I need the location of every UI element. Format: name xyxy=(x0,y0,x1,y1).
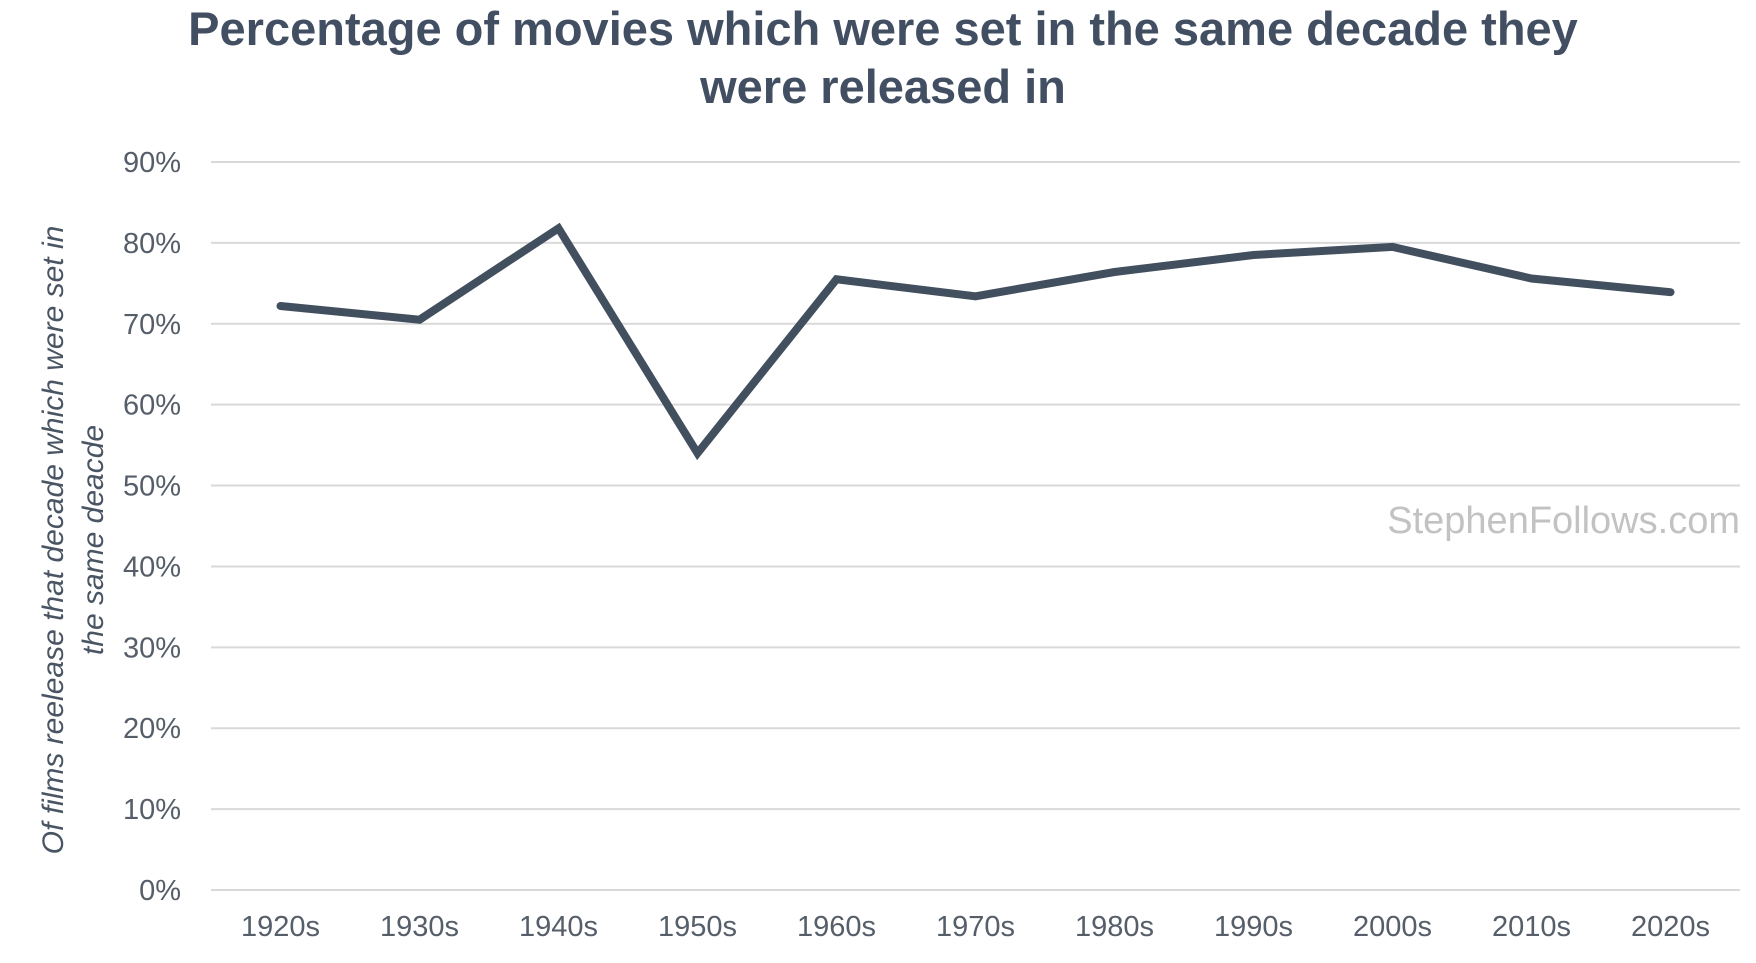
y-tick-label: 30% xyxy=(123,632,181,664)
watermark-suffix: .com xyxy=(1658,500,1740,542)
y-tick-label: 0% xyxy=(139,875,181,907)
x-tick-label: 2000s xyxy=(1353,911,1432,943)
x-tick-label: 2020s xyxy=(1631,911,1710,943)
watermark-main: StephenFollows xyxy=(1387,500,1657,542)
gridlines xyxy=(211,161,1740,891)
x-tick-label: 1980s xyxy=(1075,911,1154,943)
y-axis-title: Of films reelease that decade which were… xyxy=(37,226,110,855)
x-tick-label: 1970s xyxy=(936,911,1015,943)
y-tick-label: 40% xyxy=(123,551,181,583)
y-tick-label: 10% xyxy=(123,794,181,826)
y-axis-title-line-1: Of films reelease that decade which were… xyxy=(37,226,70,855)
y-tick-label: 70% xyxy=(123,309,181,341)
y-tick-label: 80% xyxy=(123,228,181,260)
y-axis-title-line-2: the same deacde xyxy=(77,425,110,655)
x-tick-label: 1960s xyxy=(797,911,876,943)
x-tick-label: 1990s xyxy=(1214,911,1293,943)
x-tick-label: 1950s xyxy=(658,911,737,943)
y-tick-label: 50% xyxy=(123,471,181,503)
y-axis-ticks: 0% 10% 20% 30% 40% 50% 60% 70% 80% 90% xyxy=(123,147,181,907)
y-tick-label: 90% xyxy=(123,147,181,179)
x-axis-ticks: 1920s 1930s 1940s 1950s 1960s 1970s 1980s 1990s… xyxy=(241,911,1710,943)
x-tick-label: 1940s xyxy=(519,911,598,943)
y-tick-label: 20% xyxy=(123,713,181,745)
x-tick-label: 1930s xyxy=(380,911,459,943)
chart-title-line-2: were released in xyxy=(699,60,1066,113)
y-tick-label: 60% xyxy=(123,390,181,422)
watermark: StephenFollows.com xyxy=(1387,500,1740,542)
x-tick-label: 1920s xyxy=(241,911,320,943)
x-tick-label: 2010s xyxy=(1492,911,1571,943)
chart-title-line-1: Percentage of movies which were set in t… xyxy=(188,2,1578,55)
series-line xyxy=(276,222,1675,461)
